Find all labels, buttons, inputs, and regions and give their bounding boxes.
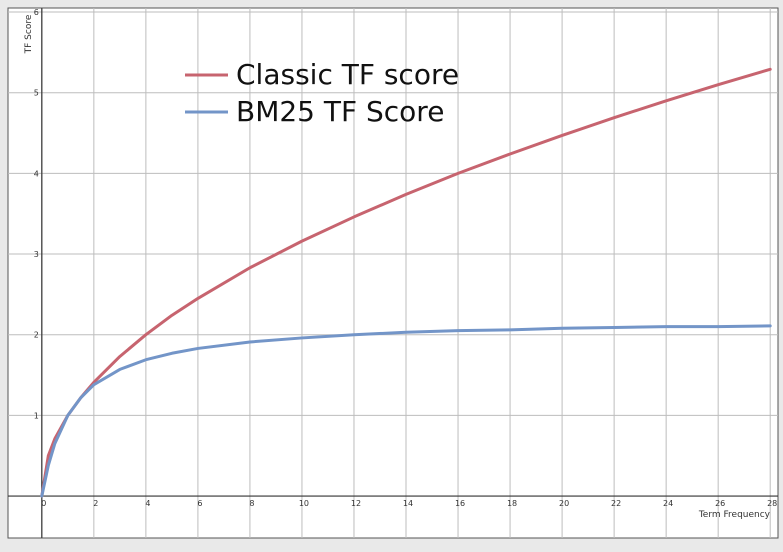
x-tick-label: 0 (41, 499, 46, 508)
y-tick-label: 2 (34, 331, 39, 340)
x-tick-label: 10 (299, 499, 309, 508)
y-tick-label: 3 (34, 250, 39, 259)
x-axis-label: Term Frequency (698, 510, 771, 520)
x-tick-label: 6 (197, 499, 202, 508)
y-axis-label: TF Score (24, 14, 34, 54)
legend-label: Classic TF score (236, 58, 459, 91)
x-tick-label: 4 (145, 499, 150, 508)
x-tick-label: 2 (93, 499, 98, 508)
x-tick-label: 18 (507, 499, 517, 508)
y-tick-label: 5 (34, 89, 39, 98)
x-tick-label: 8 (249, 499, 254, 508)
x-tick-label: 14 (403, 499, 413, 508)
x-tick-label: 20 (559, 499, 569, 508)
x-tick-label: 26 (715, 499, 725, 508)
legend: Classic TF score BM25 TF Score (185, 58, 459, 128)
plot-area (7, 7, 779, 539)
series-line (40, 324, 772, 498)
legend-label: BM25 TF Score (236, 95, 444, 128)
x-tick-label: 12 (351, 499, 361, 508)
x-tick-label: 24 (663, 499, 673, 508)
y-tick-label: 6 (34, 8, 39, 17)
x-tick-label: 16 (455, 499, 465, 508)
lines (40, 67, 772, 498)
y-tick-label: 4 (34, 169, 39, 178)
x-tick-label: 28 (767, 499, 777, 508)
grid (8, 8, 778, 538)
x-tick-label: 22 (611, 499, 621, 508)
y-tick-label: 1 (34, 411, 39, 420)
